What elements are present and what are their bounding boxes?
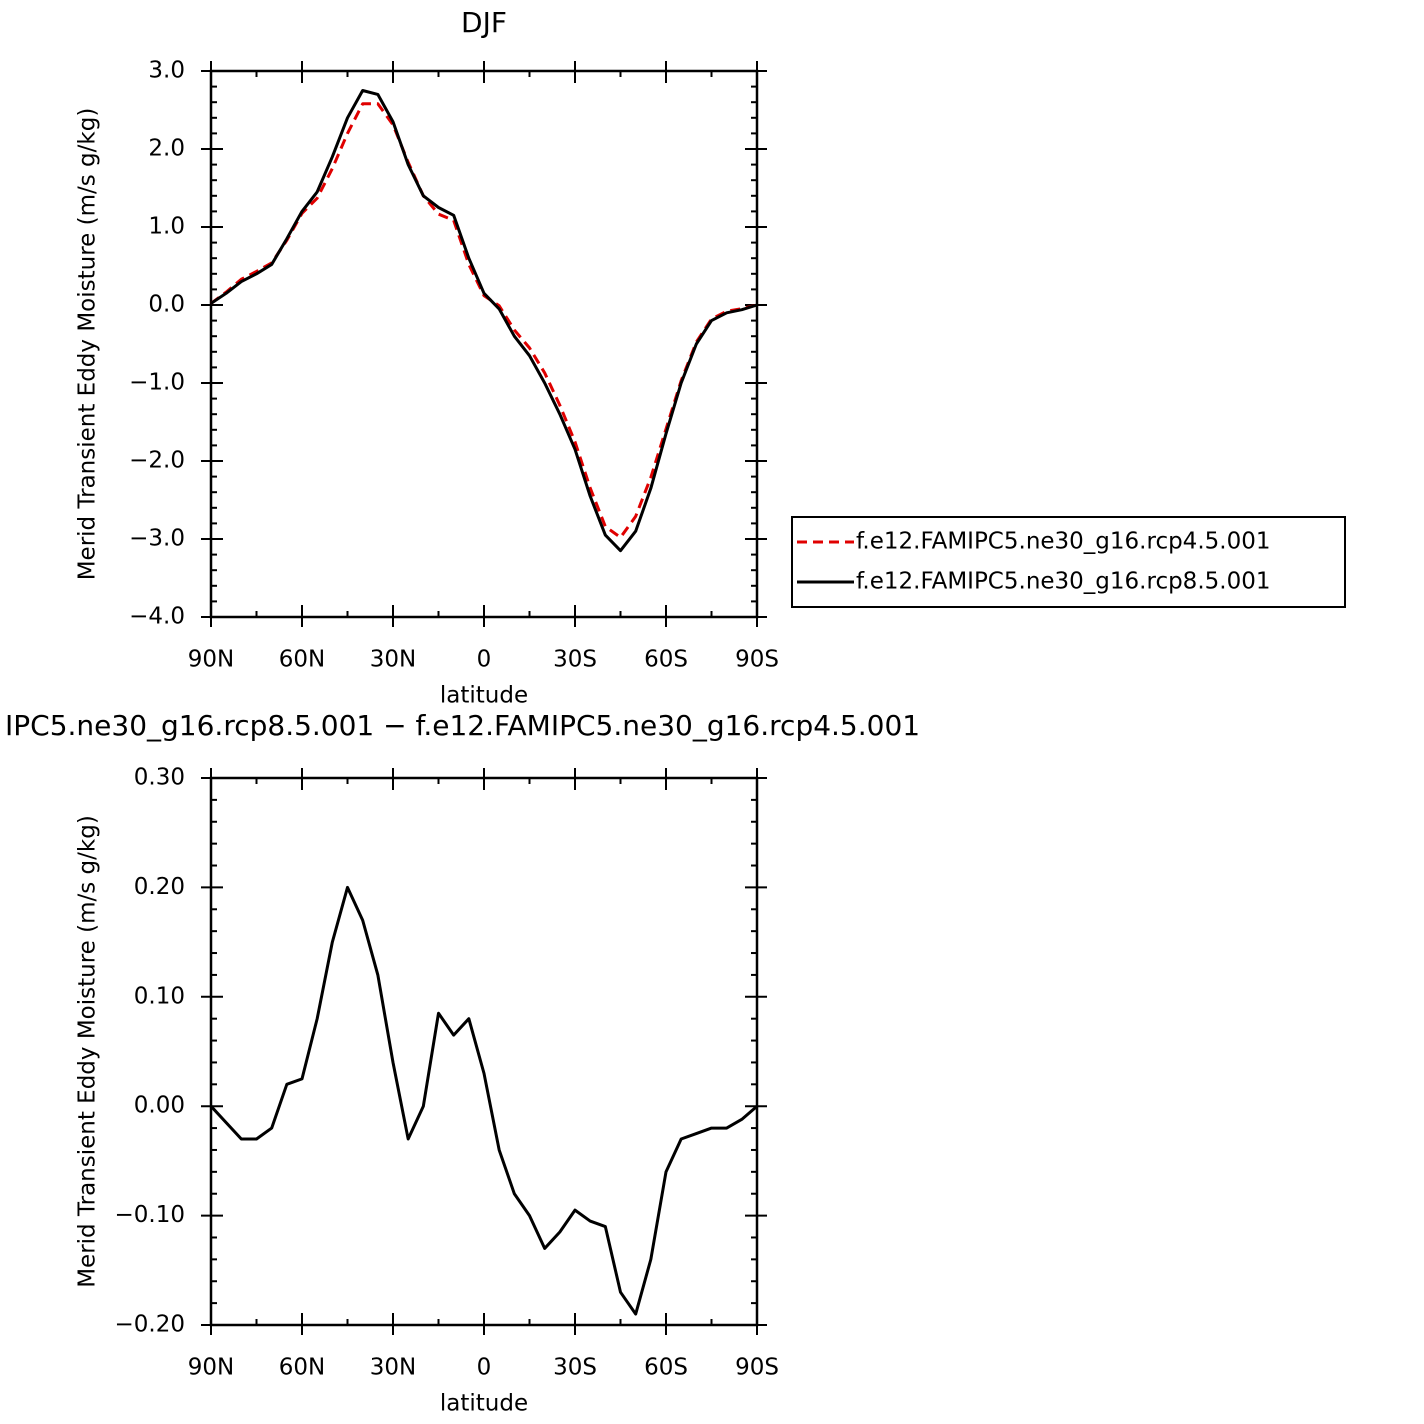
x-tick-label: 90S bbox=[735, 647, 779, 673]
chart-title: DJF bbox=[461, 6, 507, 39]
plot-frame bbox=[209, 69, 759, 619]
chart-title: IPC5.ne30_g16.rcp8.5.001 − f.e12.FAMIPC5… bbox=[5, 709, 920, 742]
x-tick-label: 90N bbox=[188, 1355, 234, 1381]
y-tick-label: −4.0 bbox=[129, 604, 185, 630]
y-tick-label: 0.0 bbox=[148, 292, 185, 318]
y-tick-label: −3.0 bbox=[129, 526, 185, 552]
y-tick-label: 3.0 bbox=[148, 58, 185, 84]
x-tick-label: 90N bbox=[188, 647, 234, 673]
x-axis-label: latitude bbox=[440, 683, 528, 709]
y-tick-label: −1.0 bbox=[129, 370, 185, 396]
legend-label: f.e12.FAMIPC5.ne30_g16.rcp4.5.001 bbox=[856, 529, 1270, 555]
plot-frame bbox=[209, 776, 759, 1327]
x-tick-label: 60S bbox=[644, 647, 688, 673]
x-tick-label: 30S bbox=[553, 647, 597, 673]
x-tick-label: 30S bbox=[553, 1355, 597, 1381]
y-tick-label: 0.30 bbox=[134, 765, 185, 791]
x-tick-label: 60S bbox=[644, 1355, 688, 1381]
y-tick-label: 0.20 bbox=[134, 874, 185, 900]
legend-label: f.e12.FAMIPC5.ne30_g16.rcp8.5.001 bbox=[856, 569, 1270, 595]
x-tick-label: 90S bbox=[735, 1355, 779, 1381]
y-tick-label: −0.20 bbox=[115, 1312, 185, 1338]
data-line bbox=[210, 102, 758, 539]
x-tick-label: 60N bbox=[279, 1355, 325, 1381]
y-axis-label: Merid Transient Eddy Moisture (m/s g/kg) bbox=[75, 815, 101, 1288]
x-tick-label: 0 bbox=[477, 647, 492, 673]
x-tick-label: 0 bbox=[477, 1355, 492, 1381]
y-tick-label: 1.0 bbox=[148, 214, 185, 240]
x-axis-label: latitude bbox=[440, 1391, 528, 1417]
y-axis-label: Merid Transient Eddy Moisture (m/s g/kg) bbox=[75, 108, 101, 581]
y-tick-label: 0.00 bbox=[134, 1093, 185, 1119]
legend-box bbox=[791, 516, 1346, 608]
data-line bbox=[209, 885, 758, 1316]
y-tick-label: −2.0 bbox=[129, 448, 185, 474]
x-tick-label: 30N bbox=[370, 1355, 416, 1381]
y-tick-label: −0.10 bbox=[115, 1202, 185, 1228]
y-tick-label: 0.10 bbox=[134, 983, 185, 1009]
data-line bbox=[210, 89, 758, 553]
x-tick-label: 30N bbox=[370, 647, 416, 673]
x-tick-label: 60N bbox=[279, 647, 325, 673]
y-tick-label: 2.0 bbox=[148, 136, 185, 162]
